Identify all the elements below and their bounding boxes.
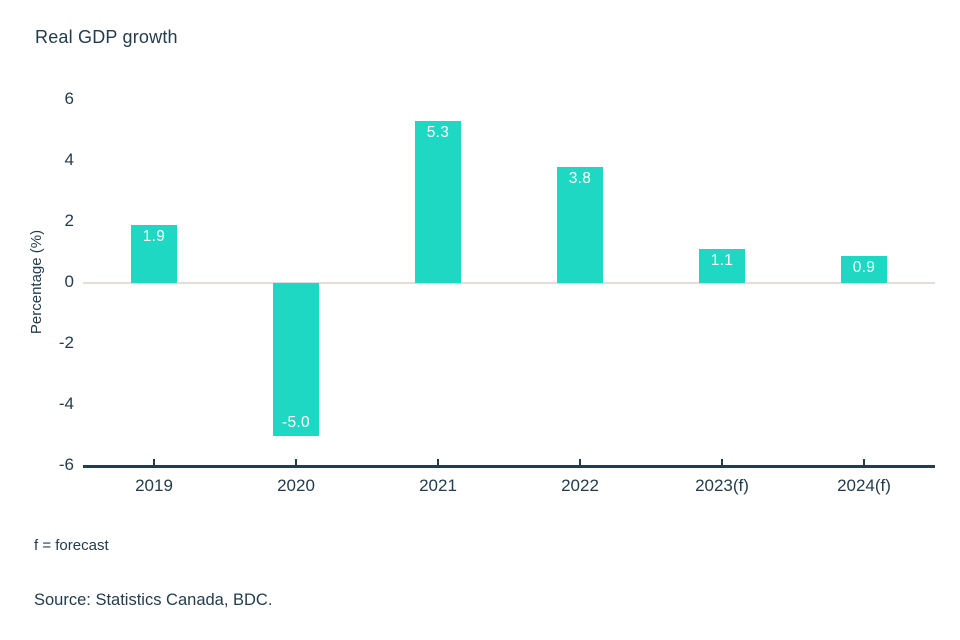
x-tick-mark bbox=[863, 459, 865, 465]
x-category-label: 2020 bbox=[277, 476, 315, 495]
bar-value-label: 1.1 bbox=[710, 252, 734, 270]
x-category-label: 2019 bbox=[135, 476, 173, 495]
y-tick-label: -2 bbox=[58, 333, 74, 352]
x-axis-line bbox=[83, 465, 935, 468]
zero-gridline bbox=[83, 282, 935, 284]
x-tick-mark bbox=[721, 459, 723, 465]
x-tick-mark bbox=[153, 459, 155, 465]
bar-2022: 3.8 bbox=[557, 167, 603, 283]
x-category-label: 2023(f) bbox=[695, 476, 749, 495]
bar-2020: -5.0 bbox=[273, 283, 319, 436]
bar-value-label: -5.0 bbox=[282, 413, 310, 431]
x-tick-mark bbox=[295, 459, 297, 465]
bar-value-label: 3.8 bbox=[568, 170, 592, 188]
source-note: Source: Statistics Canada, BDC. bbox=[34, 591, 273, 609]
y-tick-label: 0 bbox=[64, 272, 74, 291]
chart-title: Real GDP growth bbox=[35, 27, 178, 47]
bar-value-label: 1.9 bbox=[142, 228, 166, 246]
bar-2023(f): 1.1 bbox=[699, 249, 745, 283]
bar-2024(f): 0.9 bbox=[841, 255, 887, 283]
x-tick-mark bbox=[579, 459, 581, 465]
x-category-label: 2022 bbox=[561, 476, 599, 495]
bar-value-label: 5.3 bbox=[426, 124, 450, 142]
forecast-footnote: f = forecast bbox=[34, 537, 109, 554]
x-category-label: 2021 bbox=[419, 476, 457, 495]
bar-value-label: 0.9 bbox=[852, 258, 876, 276]
y-tick-label: -4 bbox=[58, 394, 74, 413]
y-tick-label: 6 bbox=[64, 89, 74, 108]
y-tick-label: 4 bbox=[64, 150, 74, 169]
y-tick-label: 2 bbox=[64, 211, 74, 230]
x-category-label: 2024(f) bbox=[837, 476, 891, 495]
bar-2021: 5.3 bbox=[415, 121, 461, 283]
x-tick-mark bbox=[437, 459, 439, 465]
y-tick-label: -6 bbox=[58, 455, 74, 474]
bar-2019: 1.9 bbox=[131, 225, 177, 283]
